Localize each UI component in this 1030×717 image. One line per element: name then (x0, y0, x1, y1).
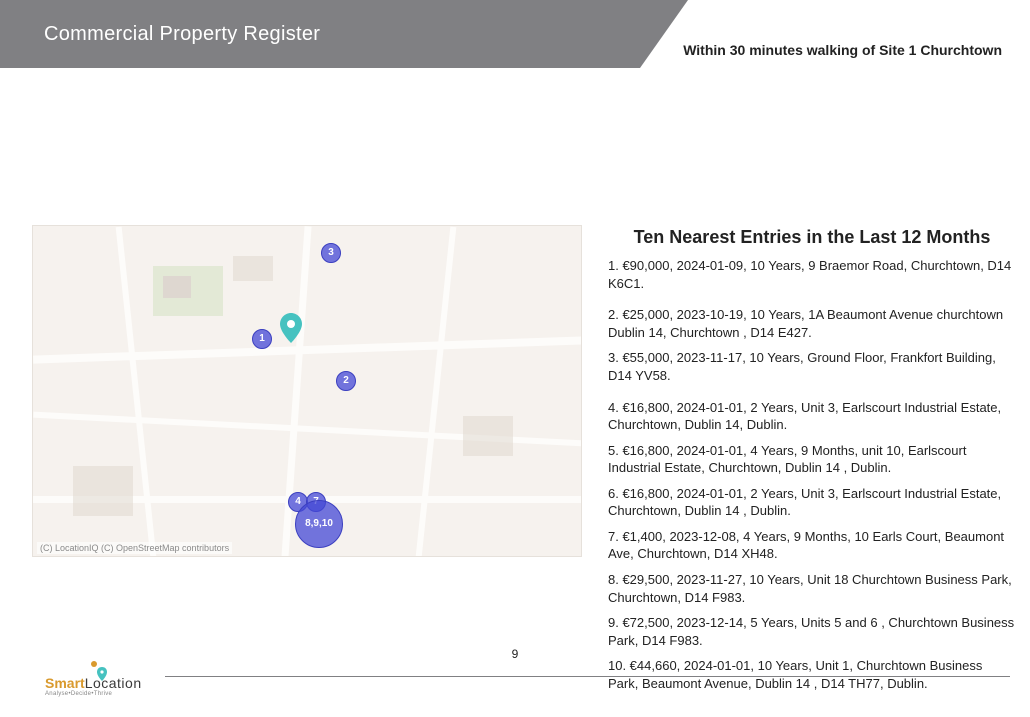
page-title: Commercial Property Register (44, 23, 320, 46)
map-block (233, 256, 273, 281)
logo-text: SmartLocation (45, 675, 142, 691)
map-marker[interactable]: 1 (252, 329, 272, 349)
entry-item: 8. €29,500, 2023-11-27, 10 Years, Unit 1… (608, 571, 1016, 606)
logo-pin-icon (97, 667, 107, 684)
logo-part1: Smart (45, 675, 85, 691)
site-pin-icon (280, 313, 302, 348)
header-bar: Commercial Property Register (0, 0, 640, 68)
page-number: 9 (0, 647, 1030, 661)
entries-list: 1. €90,000, 2024-01-09, 10 Years, 9 Brae… (608, 257, 1016, 692)
entries-panel: Ten Nearest Entries in the Last 12 Month… (608, 225, 1016, 700)
header-subtitle: Within 30 minutes walking of Site 1 Chur… (683, 42, 1002, 58)
entry-item: 5. €16,800, 2024-01-01, 4 Years, 9 Month… (608, 442, 1016, 477)
map-road (33, 336, 582, 363)
map-block (73, 466, 133, 516)
entry-item: 2. €25,000, 2023-10-19, 10 Years, 1A Bea… (608, 306, 1016, 341)
brand-logo: SmartLocation Analyse•Decide•Thrive (45, 675, 142, 697)
entry-item: 1. €90,000, 2024-01-09, 10 Years, 9 Brae… (608, 257, 1016, 292)
map-marker[interactable]: 8,9,10 (295, 500, 343, 548)
entry-item: 3. €55,000, 2023-11-17, 10 Years, Ground… (608, 349, 1016, 384)
header-triangle (640, 0, 688, 68)
entry-item: 7. €1,400, 2023-12-08, 4 Years, 9 Months… (608, 528, 1016, 563)
footer-rule (165, 676, 1010, 677)
entries-title: Ten Nearest Entries in the Last 12 Month… (608, 225, 1016, 249)
map-building-shape (163, 276, 191, 298)
logo-subtext: Analyse•Decide•Thrive (45, 691, 142, 697)
entry-item: 6. €16,800, 2024-01-01, 2 Years, Unit 3,… (608, 485, 1016, 520)
map-block (463, 416, 513, 456)
logo-part2: Location (85, 675, 142, 691)
map-panel[interactable]: 123478,9,10 (C) LocationIQ (C) OpenStree… (32, 225, 582, 557)
map-attribution: (C) LocationIQ (C) OpenStreetMap contrib… (37, 542, 232, 554)
map-marker[interactable]: 2 (336, 371, 356, 391)
content-area: 123478,9,10 (C) LocationIQ (C) OpenStree… (32, 225, 1016, 700)
map-road (416, 227, 457, 557)
entry-item: 9. €72,500, 2023-12-14, 5 Years, Units 5… (608, 614, 1016, 649)
entry-item: 4. €16,800, 2024-01-01, 2 Years, Unit 3,… (608, 399, 1016, 434)
map-marker[interactable]: 3 (321, 243, 341, 263)
entry-item: 10. €44,660, 2024-01-01, 10 Years, Unit … (608, 657, 1016, 692)
